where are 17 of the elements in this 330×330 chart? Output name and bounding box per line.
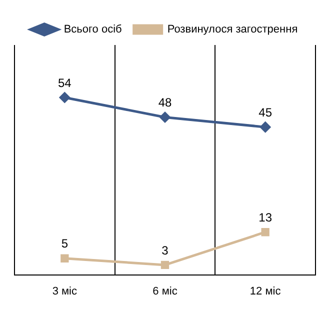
data-label: 13: [258, 210, 272, 224]
data-label: 3: [162, 243, 169, 258]
x-tick-label: 3 міс: [52, 285, 78, 298]
point: [59, 92, 70, 103]
x-tick-label: 12 міс: [250, 285, 282, 298]
data-label: 54: [58, 76, 72, 90]
legend-label: Розвинулося загострення: [167, 24, 298, 36]
point: [260, 122, 271, 132]
point: [60, 254, 69, 262]
point: [160, 260, 170, 270]
point: [261, 228, 270, 236]
point: [160, 112, 170, 122]
legend-label: Всього осіб: [64, 24, 122, 36]
x-tick-label: 6 міс: [152, 285, 178, 298]
data-label: 45: [258, 105, 272, 120]
data-label: 5: [61, 236, 68, 251]
data-label: 48: [158, 96, 172, 110]
